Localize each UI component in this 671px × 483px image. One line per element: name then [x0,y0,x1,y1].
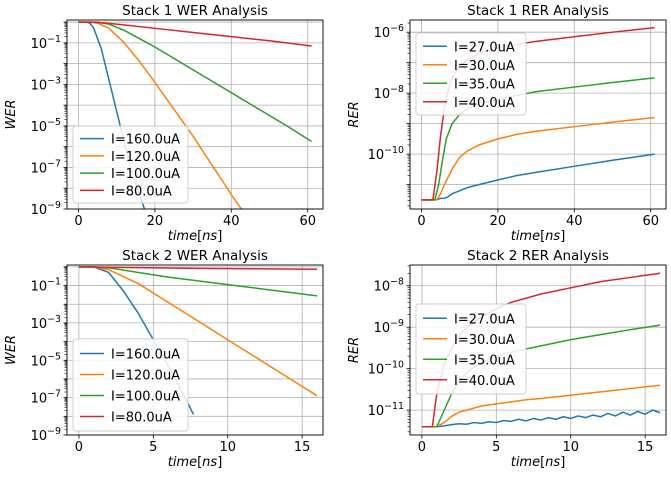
y-tick-label: 10−1 [31,34,61,52]
x-tick-label: 20 [147,214,164,229]
x-tick-label: 40 [566,214,583,229]
legend: I=27.0uA I=30.0uA I=35.0uA I=40.0uA [415,32,527,116]
y-tick-label: 10−8 [374,84,404,102]
chart-panel: 0 5 10 15 10−8 10−9 10−10 10−11 Stack 2 RER Anal… [347,248,667,470]
chart-panel: 0 20 40 60 10−1 10−3 10−5 10−7 10−9 Stack 1 WER A… [4,3,324,244]
y-tick-label: 10−8 [374,277,404,295]
chart-title: Stack 1 WER Analysis [122,3,268,19]
x-tick-label: 0 [417,214,425,229]
y-tick-label: 10−3 [31,314,61,332]
x-axis-label: time[ns] [168,455,223,470]
y-tick-label: 10−9 [374,318,404,336]
y-tick-label: 10−3 [31,75,61,93]
x-tick-label: 5 [149,440,157,455]
axes-frame [66,264,324,436]
series-line [421,384,661,428]
legend-label: I=30.0uA [454,333,515,348]
x-tick-label: 0 [418,440,426,455]
series-line [421,116,655,201]
legend-box [72,338,189,432]
x-axis-label: time[ns] [511,229,566,244]
axes-frame [409,19,667,210]
series-line [78,266,318,271]
x-tick-label: 10 [562,440,579,455]
legend-label: I=160.0uA [111,348,180,363]
legend-label: I=80.0uA [111,184,172,199]
legend-label: I=120.0uA [111,150,180,165]
y-tick-label: 10−6 [374,23,404,41]
y-tick-label: 10−7 [31,158,61,176]
legend-label: I=40.0uA [454,374,515,389]
legend: I=160.0uA I=120.0uA I=100.0uA I=80.0uA [72,338,189,432]
chart-panel: 0 5 10 15 10−1 10−3 10−5 10−7 10−9 Stack 2 WER An… [4,248,324,470]
y-axis-label: WER [4,335,19,365]
y-tick-label: 10−7 [31,389,61,407]
x-tick-label: 15 [294,440,311,455]
x-tick-label: 10 [219,440,236,455]
x-tick-label: 40 [223,214,240,229]
legend-label: I=160.0uA [111,133,180,148]
x-tick-label: 60 [299,214,316,229]
legend: I=160.0uA I=120.0uA I=100.0uA I=80.0uA [72,125,189,204]
legend-label: I=100.0uA [111,167,180,182]
y-tick-label: 10−5 [31,351,61,369]
y-axis-label: RER [347,101,362,127]
series-line [78,21,312,47]
chart-title: Stack 2 WER Analysis [122,248,268,264]
y-tick-label: 10−10 [368,360,404,378]
legend-box [415,303,527,395]
series-line [421,153,655,201]
legend-label: I=35.0uA [454,77,515,92]
x-tick-label: 0 [74,214,82,229]
x-tick-label: 0 [75,440,83,455]
y-tick-label: 10−11 [368,401,404,419]
x-tick-label: 15 [637,440,654,455]
chart-title: Stack 2 RER Analysis [467,248,609,264]
x-tick-label: 5 [492,440,500,455]
legend-label: I=80.0uA [111,411,172,426]
legend-label: I=100.0uA [111,390,180,405]
y-tick-label: 10−9 [31,426,61,444]
axes-frame [66,19,324,210]
legend-box [72,125,189,204]
x-axis-label: time[ns] [168,229,223,244]
y-axis-label: WER [4,99,19,129]
legend-label: I=30.0uA [454,59,515,74]
x-tick-label: 60 [642,214,659,229]
chart-title: Stack 1 RER Analysis [467,3,609,19]
legend-box [415,32,527,116]
chart-panel: 0 20 40 60 10−6 10−8 10−10 Stack 1 RER Analysis… [347,3,667,244]
y-tick-label: 10−5 [31,117,61,135]
x-axis-label: time[ns] [511,455,566,470]
legend-label: I=35.0uA [454,353,515,368]
y-tick-label: 10−1 [31,277,61,295]
legend: I=27.0uA I=30.0uA I=35.0uA I=40.0uA [415,303,527,395]
legend-label: I=40.0uA [454,96,515,111]
y-tick-label: 10−10 [368,145,404,163]
x-tick-label: 20 [490,214,507,229]
axes-frame [409,264,667,436]
legend-label: I=27.0uA [454,312,515,327]
y-axis-label: RER [347,337,362,363]
series-line [421,409,661,428]
legend-label: I=120.0uA [111,369,180,384]
y-tick-label: 10−9 [31,200,61,218]
legend-label: I=27.0uA [454,40,515,55]
series-line [78,266,318,397]
